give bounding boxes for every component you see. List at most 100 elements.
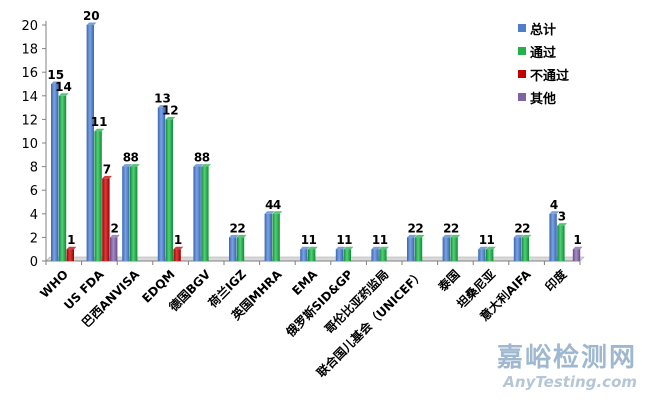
bar	[442, 234, 453, 261]
y-tick-label: 16	[21, 66, 38, 81]
bar-top	[66, 246, 77, 250]
bar-front	[157, 107, 166, 261]
bar-front	[308, 249, 316, 261]
bar	[379, 246, 390, 261]
bar	[549, 211, 560, 261]
bar-front	[486, 249, 494, 261]
data-label: 1	[573, 233, 581, 247]
legend-label: 总计	[530, 22, 556, 38]
bar-top	[343, 246, 354, 250]
bar	[272, 211, 283, 261]
legend-entry: 通过	[518, 45, 556, 61]
bar-front	[300, 249, 308, 261]
bar-front	[51, 84, 59, 261]
bar-top	[122, 164, 133, 167]
data-label: 15	[47, 68, 64, 82]
bar-top	[229, 234, 239, 238]
legend-swatch	[518, 93, 526, 101]
bar-front	[130, 166, 138, 261]
data-label: 2	[451, 221, 459, 235]
y-tick-label: 4	[30, 208, 38, 223]
bar-front	[58, 95, 67, 261]
bar-top	[102, 175, 113, 179]
legend-swatch	[518, 24, 526, 32]
bar-top	[264, 211, 275, 214]
data-label: 14	[55, 80, 72, 94]
data-label: 8	[202, 151, 210, 165]
bar-front	[478, 249, 486, 261]
bar-top	[236, 234, 247, 238]
bar-top	[549, 211, 560, 214]
data-label: 1	[301, 233, 309, 247]
legend-entry: 总计	[518, 22, 556, 38]
x-tick-label: 印度	[542, 266, 570, 294]
bar-front	[450, 237, 458, 261]
data-label: 2	[111, 221, 119, 235]
bar-top	[308, 246, 318, 250]
x-tick-label: WHO	[37, 267, 71, 301]
bar-front	[572, 249, 581, 261]
bar	[557, 223, 568, 261]
bar-front	[66, 249, 74, 261]
data-label: 7	[103, 162, 111, 176]
bar	[572, 246, 583, 261]
bar	[157, 105, 168, 261]
data-label: 4	[550, 198, 558, 212]
bar	[414, 234, 425, 261]
bar-front	[335, 249, 344, 261]
bar	[264, 211, 275, 261]
bar-front	[173, 249, 181, 261]
bar-top	[442, 234, 453, 238]
bar-top	[272, 211, 283, 214]
bar-front	[122, 166, 130, 261]
y-tick-label: 20	[21, 19, 38, 34]
data-label: 2	[415, 221, 423, 235]
bar-front	[521, 237, 529, 261]
legend-label: 不通过	[530, 68, 569, 84]
bar-front	[86, 25, 94, 261]
bar	[308, 246, 318, 261]
bar-front	[371, 249, 379, 261]
bar-front	[229, 237, 237, 261]
y-tick-label: 2	[30, 231, 38, 246]
bar-top	[51, 81, 61, 84]
data-label: 2	[443, 221, 451, 235]
bar-front	[193, 166, 201, 261]
data-label: 8	[131, 151, 139, 165]
watermark-text-en: AnyTesting.com	[503, 373, 637, 391]
bar-front	[236, 237, 245, 261]
bar	[521, 234, 532, 261]
y-tick-label: 12	[21, 113, 38, 128]
legend-label: 通过	[530, 45, 556, 61]
data-label: 1	[309, 233, 317, 247]
bar	[94, 128, 105, 261]
bar	[478, 246, 489, 261]
data-label: 1	[174, 233, 182, 247]
bar-top	[300, 246, 311, 250]
bar	[165, 116, 176, 262]
bar-top	[557, 223, 568, 226]
bar-front	[407, 237, 415, 261]
bar-top	[407, 234, 417, 238]
data-label: 2	[230, 221, 238, 235]
bar-top	[478, 246, 489, 250]
data-label: 4	[273, 198, 281, 212]
bar-top	[335, 246, 346, 250]
bar	[110, 234, 120, 261]
bar	[66, 246, 77, 261]
bar-front	[102, 178, 110, 261]
bar-front	[272, 213, 280, 261]
bar-top	[572, 246, 583, 250]
legend-label: 其他	[530, 91, 556, 107]
bar-top	[486, 246, 496, 250]
data-label: 2	[522, 221, 530, 235]
bar-front	[343, 249, 351, 261]
data-label: 2	[408, 221, 416, 235]
y-tick-label: 18	[21, 43, 38, 58]
x-tick-label: EMA	[289, 267, 320, 298]
bar-front	[264, 213, 272, 261]
x-tick-label: 泰国	[434, 267, 462, 295]
legend-entry: 不通过	[518, 68, 569, 84]
